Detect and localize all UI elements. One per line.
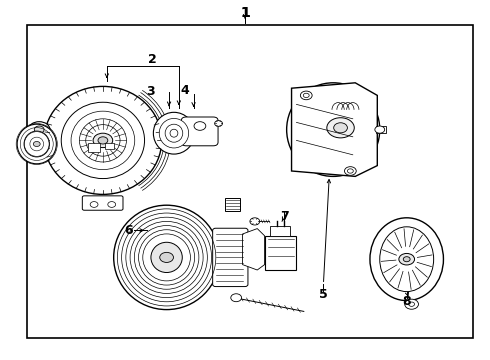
- Ellipse shape: [380, 227, 434, 292]
- Polygon shape: [243, 229, 265, 270]
- Bar: [88, 143, 100, 152]
- Bar: [265, 236, 296, 270]
- Circle shape: [108, 202, 116, 207]
- Ellipse shape: [24, 131, 49, 157]
- Ellipse shape: [86, 125, 120, 156]
- Bar: [270, 226, 290, 236]
- Bar: [27, 25, 473, 338]
- Ellipse shape: [79, 119, 126, 162]
- Bar: [225, 198, 240, 211]
- Circle shape: [93, 133, 113, 148]
- Circle shape: [334, 123, 347, 133]
- Circle shape: [405, 299, 418, 309]
- Circle shape: [403, 257, 410, 262]
- Circle shape: [215, 121, 222, 126]
- Text: 5: 5: [319, 288, 328, 301]
- Ellipse shape: [17, 124, 56, 164]
- Bar: [376, 126, 386, 133]
- FancyBboxPatch shape: [213, 228, 248, 287]
- Ellipse shape: [44, 86, 162, 194]
- Circle shape: [344, 167, 356, 175]
- Ellipse shape: [153, 112, 195, 154]
- Text: 1: 1: [240, 6, 250, 19]
- Circle shape: [90, 202, 98, 207]
- Text: 1: 1: [240, 6, 250, 19]
- FancyBboxPatch shape: [82, 196, 123, 210]
- Circle shape: [98, 137, 108, 144]
- Text: 3: 3: [147, 85, 155, 98]
- Ellipse shape: [287, 83, 380, 176]
- Bar: [105, 143, 114, 149]
- Ellipse shape: [370, 218, 443, 301]
- Text: 2: 2: [147, 53, 156, 66]
- Circle shape: [28, 122, 50, 138]
- Circle shape: [194, 122, 206, 130]
- Ellipse shape: [151, 242, 182, 273]
- Ellipse shape: [159, 118, 189, 148]
- Circle shape: [399, 253, 415, 265]
- Circle shape: [300, 91, 312, 100]
- Circle shape: [231, 294, 242, 302]
- Text: 8: 8: [402, 295, 411, 308]
- Text: 6: 6: [124, 224, 133, 237]
- Ellipse shape: [165, 124, 183, 142]
- Text: 7: 7: [280, 210, 289, 222]
- Circle shape: [409, 302, 415, 306]
- Circle shape: [160, 252, 173, 262]
- Ellipse shape: [61, 102, 145, 179]
- Circle shape: [250, 218, 260, 225]
- Circle shape: [375, 126, 385, 133]
- Circle shape: [303, 93, 309, 98]
- Ellipse shape: [170, 129, 178, 137]
- FancyBboxPatch shape: [181, 117, 218, 146]
- Circle shape: [327, 118, 354, 138]
- Circle shape: [33, 141, 40, 147]
- Ellipse shape: [71, 111, 135, 170]
- Text: 4: 4: [181, 84, 190, 97]
- Circle shape: [34, 126, 44, 133]
- Circle shape: [347, 169, 353, 173]
- Ellipse shape: [114, 205, 220, 310]
- Polygon shape: [292, 83, 377, 176]
